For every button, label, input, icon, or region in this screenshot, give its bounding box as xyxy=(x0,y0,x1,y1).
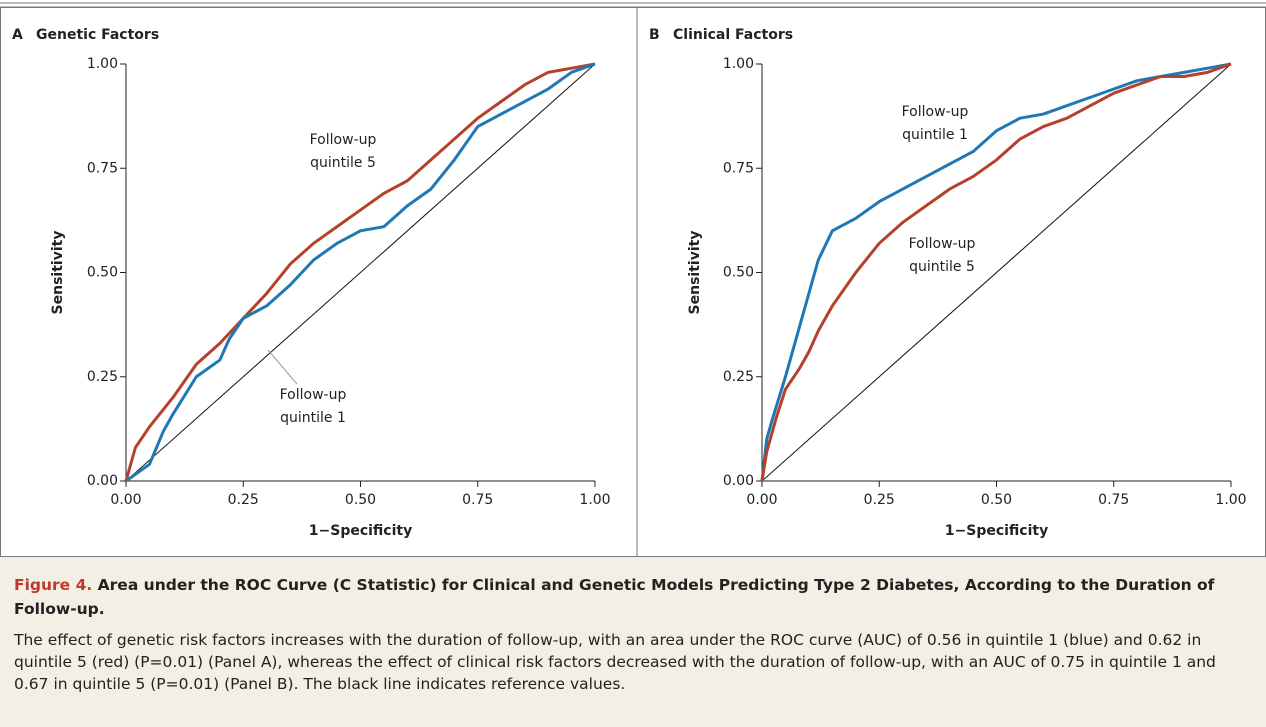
x-tick-label: 0.75 xyxy=(462,492,493,508)
y-tick-label: 0.50 xyxy=(723,265,754,281)
x-tick-label: 0.75 xyxy=(1098,492,1129,508)
caption-title: Figure 4. Area under the ROC Curve (C St… xyxy=(14,573,1252,621)
x-axis-label: 1−Specificity xyxy=(945,523,1048,539)
x-tick-label: 0.25 xyxy=(228,492,259,508)
y-tick-label: 0.00 xyxy=(723,473,754,489)
roc-curve xyxy=(124,62,596,482)
x-tick-label: 1.00 xyxy=(1215,492,1246,508)
y-axis-label: Sensitivity xyxy=(50,231,66,315)
reference-line xyxy=(125,63,596,482)
annotation-leader xyxy=(267,349,298,385)
panel-frame xyxy=(0,7,1266,557)
panel-label: A xyxy=(12,27,23,43)
panel-title: Genetic Factors xyxy=(36,27,159,43)
y-tick-label: 0.75 xyxy=(723,160,754,176)
annotation: Follow-up xyxy=(280,387,347,403)
roc-curve xyxy=(760,62,1232,482)
x-tick-label: 0.50 xyxy=(981,492,1012,508)
x-tick-label: 1.00 xyxy=(579,492,610,508)
x-tick-label: 0.50 xyxy=(345,492,376,508)
figure: A Genetic Factors Sensitivity 1−Specificity… xyxy=(0,2,1266,557)
panel-label: B xyxy=(649,27,660,43)
panel-title: Clinical Factors xyxy=(673,27,793,43)
y-axis-label: Sensitivity xyxy=(687,231,703,315)
y-tick-label: 0.25 xyxy=(723,369,754,385)
annotation: quintile 5 xyxy=(909,259,975,275)
y-tick-label: 0.00 xyxy=(87,473,118,489)
roc-curve xyxy=(760,62,1232,482)
x-tick-label: 0.00 xyxy=(110,492,141,508)
x-tick-label: 0.25 xyxy=(864,492,895,508)
annotation: quintile 5 xyxy=(310,155,376,171)
x-axis-label: 1−Specificity xyxy=(309,523,412,539)
caption: Figure 4. Area under the ROC Curve (C St… xyxy=(0,557,1266,727)
annotation: quintile 1 xyxy=(902,127,968,143)
y-tick-label: 0.50 xyxy=(87,265,118,281)
annotation: Follow-up xyxy=(310,132,377,148)
caption-body: The effect of genetic risk factors incre… xyxy=(14,631,1216,693)
annotation: Follow-up xyxy=(909,236,976,252)
y-tick-label: 0.75 xyxy=(87,160,118,176)
roc-curve xyxy=(125,62,596,483)
y-tick-label: 1.00 xyxy=(723,56,754,72)
caption-heading: Area under the ROC Curve (C Statistic) f… xyxy=(14,576,1215,618)
annotation: Follow-up xyxy=(902,104,969,120)
x-tick-label: 0.00 xyxy=(746,492,777,508)
annotation: quintile 1 xyxy=(280,410,346,426)
caption-label: Figure 4. xyxy=(14,576,93,594)
y-tick-label: 0.25 xyxy=(87,369,118,385)
reference-line xyxy=(761,63,1232,482)
y-tick-label: 1.00 xyxy=(87,56,118,72)
